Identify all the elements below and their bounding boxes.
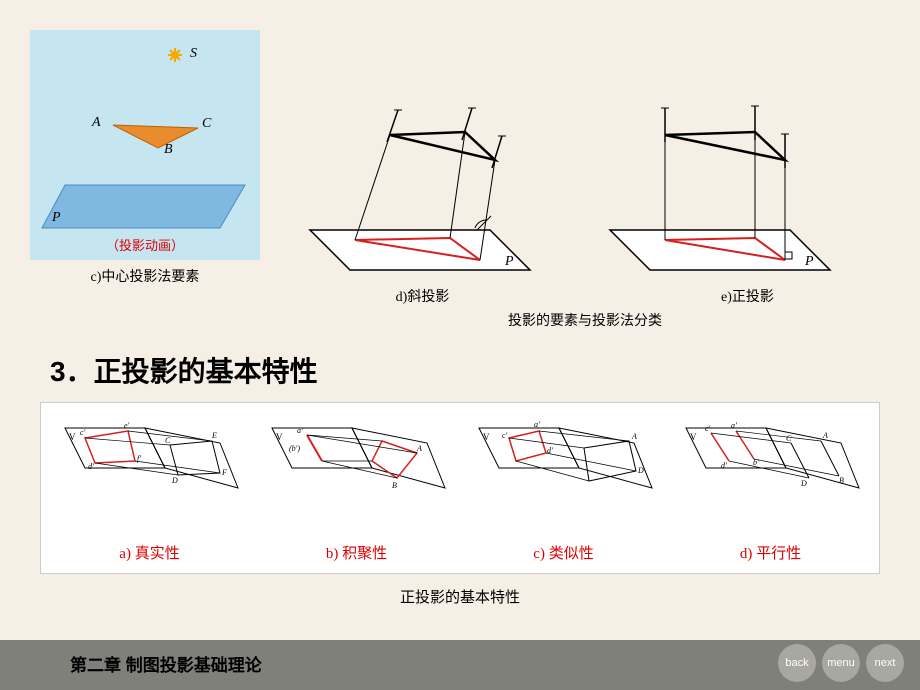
svg-text:B: B bbox=[392, 481, 397, 490]
back-button[interactable]: back bbox=[778, 644, 816, 682]
label-S: S bbox=[190, 46, 197, 62]
svg-text:d': d' bbox=[721, 461, 727, 470]
svg-text:b': b' bbox=[753, 458, 759, 467]
label-C: C bbox=[202, 116, 211, 132]
svg-text:a': a' bbox=[297, 426, 303, 435]
label-d: d) 平行性 bbox=[672, 542, 869, 563]
svg-text:V: V bbox=[483, 432, 490, 442]
svg-text:A: A bbox=[822, 431, 828, 440]
menu-button[interactable]: menu bbox=[822, 644, 860, 682]
section-heading: 3．正投影的基本特性 bbox=[50, 350, 890, 390]
label-a: a) 真实性 bbox=[51, 542, 248, 563]
svg-text:D: D bbox=[800, 479, 807, 488]
properties-row: V c' e' f' d' E F D C a) 真实性 V bbox=[40, 402, 880, 574]
svg-text:A: A bbox=[416, 444, 422, 453]
svg-text:D: D bbox=[171, 476, 178, 485]
figure-d-oblique: P bbox=[280, 80, 540, 280]
svg-text:d': d' bbox=[547, 446, 553, 455]
svg-text:d': d' bbox=[88, 462, 94, 471]
svg-text:E: E bbox=[211, 431, 217, 440]
caption-c: c)中心投影法要素 bbox=[30, 266, 260, 286]
svg-text:c': c' bbox=[80, 428, 86, 437]
figure-c-similarity: V a' d' c' A D c) 类似性 bbox=[465, 413, 662, 563]
svg-text:P: P bbox=[504, 254, 514, 269]
figure-b-accumulation: V a' (b') A B b) 积聚性 bbox=[258, 413, 455, 563]
svg-text:V: V bbox=[690, 432, 697, 442]
svg-text:e': e' bbox=[124, 421, 130, 430]
svg-text:a': a' bbox=[534, 420, 540, 429]
slide-content: S A C B P （投影动画） c)中心投影法要素 P bbox=[0, 0, 920, 607]
label-A: A bbox=[92, 115, 101, 131]
nav-buttons: back menu next bbox=[778, 644, 904, 682]
projection-plane bbox=[40, 180, 250, 240]
row2-caption: 正投影的基本特性 bbox=[30, 586, 890, 607]
svg-text:c': c' bbox=[502, 431, 508, 440]
svg-text:D: D bbox=[637, 466, 644, 475]
svg-text:P: P bbox=[804, 254, 814, 269]
label-c: c) 类似性 bbox=[465, 542, 662, 563]
svg-text:f': f' bbox=[137, 454, 141, 463]
next-button[interactable]: next bbox=[866, 644, 904, 682]
svg-text:F: F bbox=[221, 468, 227, 477]
triangle-abc bbox=[108, 120, 208, 160]
svg-text:C: C bbox=[786, 434, 792, 443]
figure-d-parallelism: V c' a' d' b' C A D B d) 平行性 bbox=[672, 413, 869, 563]
svg-text:V: V bbox=[276, 432, 283, 442]
svg-text:B: B bbox=[839, 476, 844, 485]
light-source-icon bbox=[168, 48, 182, 62]
figure-a-true-size: V c' e' f' d' E F D C a) 真实性 bbox=[51, 413, 248, 563]
chapter-title: 第二章 制图投影基础理论 bbox=[70, 651, 262, 676]
svg-text:(b'): (b') bbox=[289, 444, 300, 453]
caption-d: d)斜投影 bbox=[280, 286, 565, 306]
figure-row-1: S A C B P （投影动画） c)中心投影法要素 P bbox=[30, 30, 890, 330]
right-figures-container: P P bbox=[280, 30, 890, 330]
label-b: b) 积聚性 bbox=[258, 542, 455, 563]
footer-bar: 第二章 制图投影基础理论 back menu next bbox=[0, 640, 920, 690]
central-projection-diagram: S A C B P （投影动画） bbox=[30, 30, 260, 260]
svg-text:a': a' bbox=[731, 421, 737, 430]
svg-text:V: V bbox=[69, 432, 76, 442]
figure-e-orthographic: P bbox=[580, 80, 840, 280]
caption-e: e)正投影 bbox=[605, 286, 890, 306]
label-B: B bbox=[164, 142, 173, 158]
figure-c: S A C B P （投影动画） c)中心投影法要素 bbox=[30, 30, 260, 286]
row1-summary: 投影的要素与投影法分类 bbox=[280, 310, 890, 330]
svg-text:c': c' bbox=[705, 424, 711, 433]
label-P: P bbox=[52, 210, 61, 226]
animation-label: （投影动画） bbox=[30, 235, 260, 254]
svg-text:C: C bbox=[165, 436, 171, 445]
svg-text:A: A bbox=[631, 432, 637, 441]
